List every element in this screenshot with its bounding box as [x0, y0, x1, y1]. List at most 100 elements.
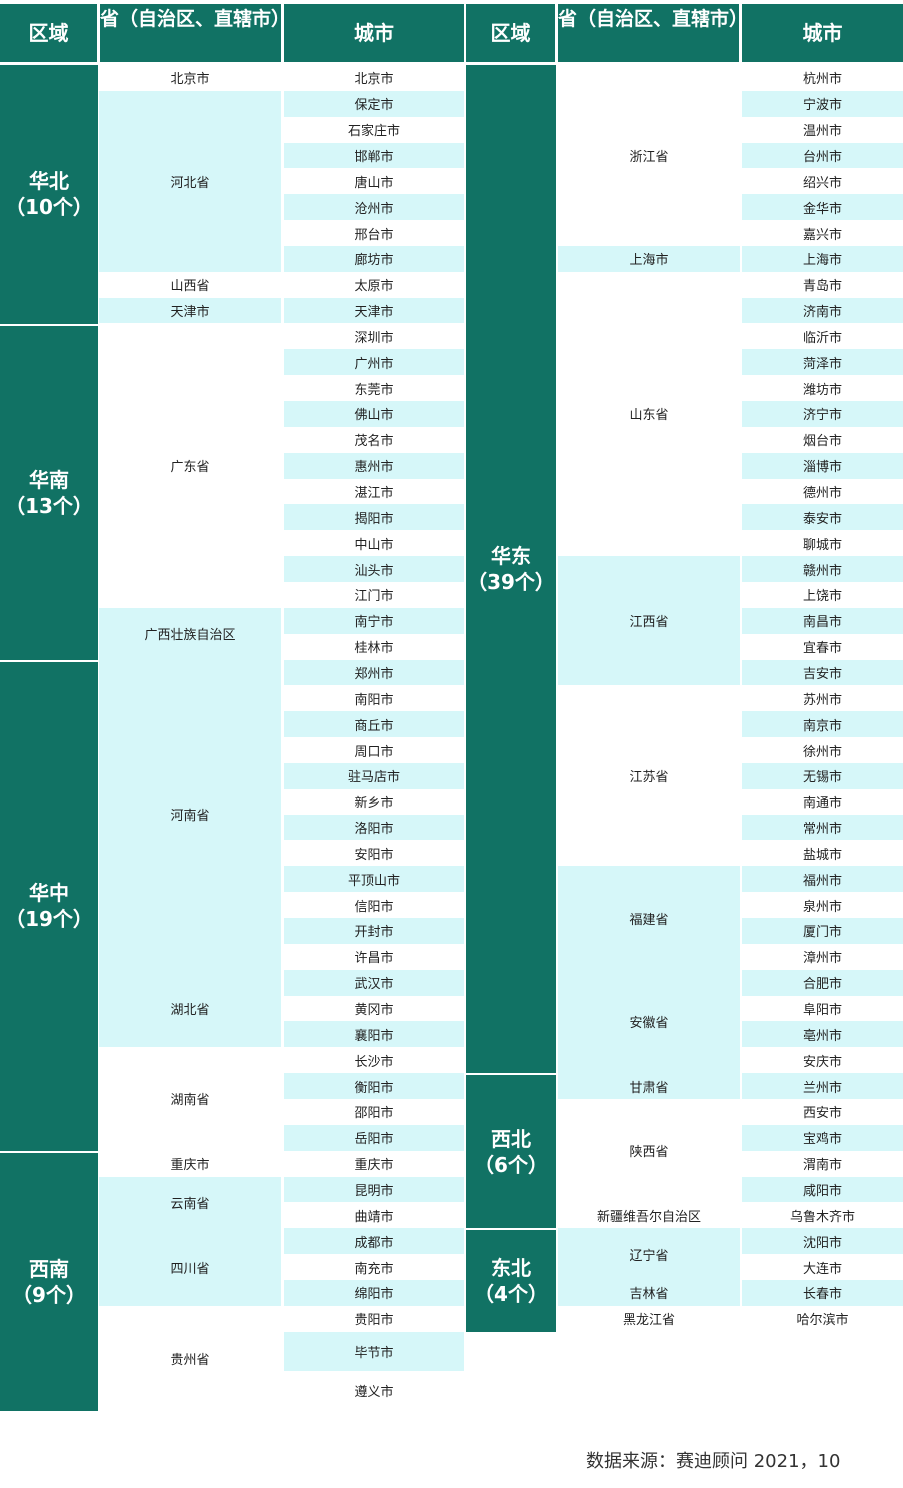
- region-cell: 华南 （13个）: [0, 325, 98, 660]
- province-cell: 安徽省: [558, 969, 740, 1074]
- city-cell: 南宁市: [284, 607, 464, 634]
- province-cell: 重庆市: [99, 1150, 281, 1177]
- city-cell: 遵义市: [284, 1370, 464, 1411]
- city-cell: 大连市: [742, 1254, 903, 1280]
- city-cell: 重庆市: [284, 1150, 464, 1177]
- city-cell: 唐山市: [284, 168, 464, 195]
- city-cell: 漳州市: [742, 943, 903, 970]
- city-cell: 渭南市: [742, 1150, 903, 1177]
- city-cell: 烟台市: [742, 426, 903, 453]
- province-cell: 四川省: [99, 1228, 281, 1306]
- city-cell: 湛江市: [284, 478, 464, 505]
- province-cell: 江苏省: [558, 685, 740, 867]
- city-cell: 长沙市: [284, 1047, 464, 1074]
- city-cell: 岳阳市: [284, 1124, 464, 1151]
- city-cell: 毕节市: [284, 1331, 464, 1371]
- city-cell: 中山市: [284, 530, 464, 557]
- city-cell: 亳州市: [742, 1021, 903, 1048]
- city-cell: 洛阳市: [284, 814, 464, 841]
- city-cell: 绵阳市: [284, 1279, 464, 1306]
- city-cell: 揭阳市: [284, 504, 464, 531]
- province-cell: 湖北省: [99, 969, 281, 1048]
- region-cell: 东北 （4个）: [466, 1230, 556, 1332]
- city-cell: 嘉兴市: [742, 220, 903, 246]
- city-cell: 无锡市: [742, 762, 903, 789]
- city-cell: 潍坊市: [742, 375, 903, 402]
- city-cell: 绍兴市: [742, 168, 903, 195]
- province-cell: 甘肃省: [558, 1073, 740, 1099]
- header-region-right: 区域: [466, 4, 555, 62]
- header-city-right: 城市: [742, 4, 903, 62]
- city-cell: 泰安市: [742, 504, 903, 531]
- city-cell: 廊坊市: [284, 245, 464, 272]
- city-cell: 聊城市: [742, 530, 903, 557]
- city-cell: 沈阳市: [742, 1228, 903, 1255]
- city-cell: 常州市: [742, 814, 903, 841]
- city-cell: 淄博市: [742, 452, 903, 479]
- province-cell: 贵州省: [99, 1305, 281, 1411]
- city-cell: 济宁市: [742, 401, 903, 427]
- city-cell: 邯郸市: [284, 142, 464, 169]
- province-cell: 天津市: [99, 297, 281, 324]
- city-cell: 许昌市: [284, 943, 464, 970]
- city-cell: 福州市: [742, 866, 903, 893]
- city-cell: 天津市: [284, 297, 464, 324]
- city-cell: 哈尔滨市: [742, 1305, 903, 1332]
- city-cell: 深圳市: [284, 323, 464, 350]
- city-cell: 江门市: [284, 582, 464, 608]
- city-cell: 上饶市: [742, 582, 903, 608]
- region-cell: 华中 （19个）: [0, 661, 98, 1151]
- city-cell: 邵阳市: [284, 1099, 464, 1125]
- province-cell: 福建省: [558, 866, 740, 970]
- city-cell: 宁波市: [742, 90, 903, 117]
- city-cell: 昆明市: [284, 1176, 464, 1203]
- province-cell: 北京市: [99, 65, 281, 91]
- city-cell: 平顶山市: [284, 866, 464, 893]
- city-cell: 周口市: [284, 737, 464, 763]
- province-cell: 河北省: [99, 90, 281, 272]
- city-cell: 黄冈市: [284, 995, 464, 1022]
- city-cell: 衡阳市: [284, 1073, 464, 1099]
- city-cell: 武汉市: [284, 969, 464, 996]
- city-cell: 临沂市: [742, 323, 903, 350]
- city-cell: 桂林市: [284, 633, 464, 660]
- city-cell: 南京市: [742, 711, 903, 738]
- province-cell: 浙江省: [558, 65, 740, 246]
- region-cell: 华北 （10个）: [0, 65, 98, 324]
- region-cell: 西北 （6个）: [466, 1075, 556, 1229]
- city-cell: 青岛市: [742, 271, 903, 298]
- city-cell: 乌鲁木齐市: [742, 1202, 903, 1229]
- province-cell: 湖南省: [99, 1047, 281, 1151]
- province-cell: 辽宁省: [558, 1228, 740, 1280]
- province-cell: 广西壮族自治区: [99, 607, 281, 660]
- province-cell: 河南省: [99, 659, 281, 970]
- city-cell: 安阳市: [284, 840, 464, 867]
- city-cell: 太原市: [284, 271, 464, 298]
- header-province-left: 省（自治区、直辖市）: [100, 4, 290, 62]
- province-cell: 陕西省: [558, 1099, 740, 1203]
- city-cell: 佛山市: [284, 401, 464, 427]
- province-cell: 黑龙江省: [558, 1305, 740, 1332]
- city-cell: 曲靖市: [284, 1202, 464, 1229]
- province-cell: 山西省: [99, 271, 281, 298]
- province-cell: 云南省: [99, 1176, 281, 1229]
- city-cell: 盐城市: [742, 840, 903, 867]
- city-cell: 南阳市: [284, 685, 464, 712]
- city-cell: 宜春市: [742, 633, 903, 660]
- city-cell: 德州市: [742, 478, 903, 505]
- city-cell: 信阳市: [284, 892, 464, 919]
- city-cell: 合肥市: [742, 969, 903, 996]
- city-cell: 惠州市: [284, 452, 464, 479]
- city-cell: 成都市: [284, 1228, 464, 1255]
- city-cell: 咸阳市: [742, 1176, 903, 1203]
- region-cell: 西南 （9个）: [0, 1152, 98, 1411]
- city-cell: 安庆市: [742, 1047, 903, 1074]
- city-cell: 台州市: [742, 142, 903, 169]
- province-cell: 山东省: [558, 271, 740, 557]
- province-cell: 江西省: [558, 556, 740, 686]
- city-cell: 宝鸡市: [742, 1124, 903, 1151]
- city-cell: 温州市: [742, 116, 903, 143]
- city-cell: 杭州市: [742, 65, 903, 91]
- city-cell: 沧州市: [284, 194, 464, 221]
- city-cell: 赣州市: [742, 556, 903, 582]
